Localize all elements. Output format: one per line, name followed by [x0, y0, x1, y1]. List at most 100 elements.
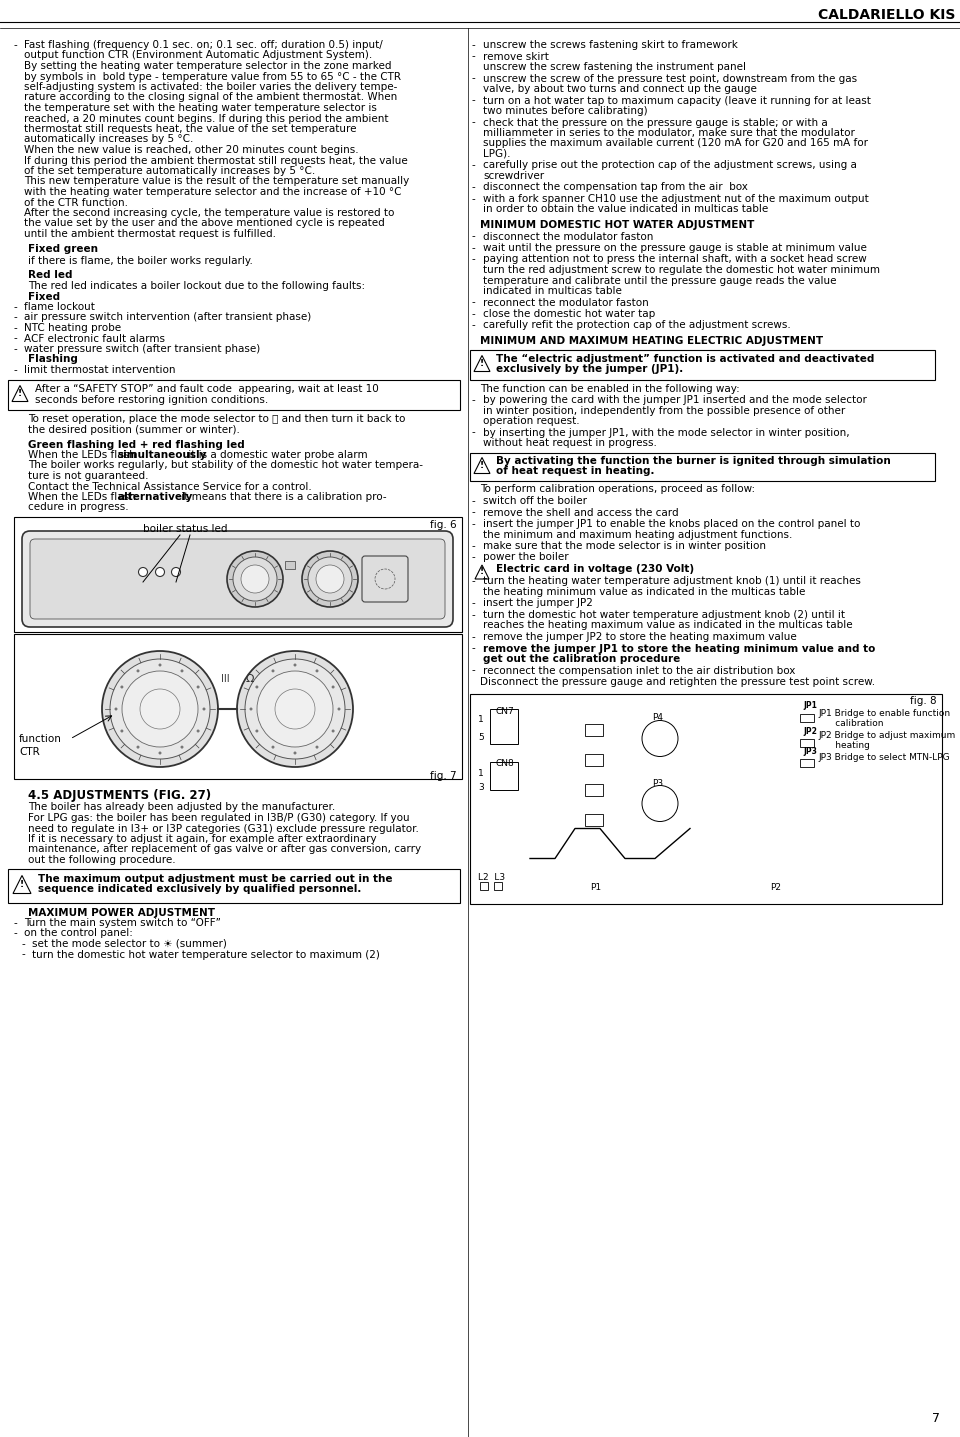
Text: remove the shell and access the card: remove the shell and access the card: [483, 507, 679, 517]
Text: rature according to the closing signal of the ambient thermostat. When: rature according to the closing signal o…: [24, 92, 397, 102]
Text: If it is necessary to adjust it again, for example after extraordinary: If it is necessary to adjust it again, f…: [28, 833, 376, 844]
Text: !: !: [480, 359, 484, 368]
Text: -: -: [471, 552, 475, 562]
Text: Disconnect the pressure gauge and retighten the pressure test point screw.: Disconnect the pressure gauge and retigh…: [480, 677, 876, 687]
Text: ture is not guaranteed.: ture is not guaranteed.: [28, 471, 149, 481]
Text: with a fork spanner CH10 use the adjustment nut of the maximum output: with a fork spanner CH10 use the adjustm…: [483, 194, 869, 204]
Text: until the ambient thermostat request is fulfilled.: until the ambient thermostat request is …: [24, 228, 276, 239]
Text: function: function: [19, 734, 61, 744]
Circle shape: [172, 568, 180, 576]
Text: out the following procedure.: out the following procedure.: [28, 855, 176, 865]
Text: The red led indicates a boiler lockout due to the following faults:: The red led indicates a boiler lockout d…: [28, 282, 365, 292]
Text: -: -: [471, 297, 475, 308]
Text: -: -: [471, 665, 475, 675]
Text: -: -: [471, 52, 475, 62]
Text: the heating minimum value as indicated in the multicas table: the heating minimum value as indicated i…: [483, 586, 805, 596]
Text: -: -: [14, 333, 17, 343]
Text: carefully prise out the protection cap of the adjustment screws, using a: carefully prise out the protection cap o…: [483, 161, 857, 171]
Text: temperature and calibrate until the pressure gauge reads the value: temperature and calibrate until the pres…: [483, 276, 836, 286]
Text: turn on a hot water tap to maximum capacity (leave it running for at least: turn on a hot water tap to maximum capac…: [483, 95, 871, 105]
Text: simultaneously: simultaneously: [118, 450, 207, 460]
Text: the desired position (summer or winter).: the desired position (summer or winter).: [28, 425, 240, 435]
Text: remove the jumper JP1 to store the heating minimum value and to: remove the jumper JP1 to store the heati…: [483, 644, 876, 654]
Text: By setting the heating water temperature selector in the zone marked: By setting the heating water temperature…: [24, 60, 392, 70]
Text: boiler status led: boiler status led: [143, 525, 228, 535]
Text: turn the heating water temperature adjustment knob (1) until it reaches: turn the heating water temperature adjus…: [483, 576, 861, 586]
Text: Turn the main system switch to “OFF”: Turn the main system switch to “OFF”: [24, 918, 221, 928]
Text: cedure in progress.: cedure in progress.: [28, 503, 129, 513]
Text: of the CTR function.: of the CTR function.: [24, 197, 128, 207]
Text: fig. 7: fig. 7: [430, 772, 457, 780]
Text: need to regulate in I3+ or I3P categories (G31) exclude pressure regulator.: need to regulate in I3+ or I3P categorie…: [28, 823, 419, 833]
Text: switch off the boiler: switch off the boiler: [483, 496, 587, 506]
Text: insert the jumper JP2: insert the jumper JP2: [483, 598, 593, 608]
Text: -: -: [471, 395, 475, 405]
Circle shape: [272, 746, 275, 749]
Text: The function can be enabled in the following way:: The function can be enabled in the follo…: [480, 384, 740, 394]
Text: For LPG gas: the boiler has been regulated in I3B/P (G30) category. If you: For LPG gas: the boiler has been regulat…: [28, 813, 410, 823]
Circle shape: [110, 660, 210, 759]
Text: -: -: [14, 365, 17, 375]
Text: seconds before restoring ignition conditions.: seconds before restoring ignition condit…: [35, 395, 268, 405]
FancyBboxPatch shape: [22, 532, 453, 627]
Text: !: !: [18, 389, 22, 398]
Text: -: -: [471, 644, 475, 654]
Text: reached, a 20 minutes count begins. If during this period the ambient: reached, a 20 minutes count begins. If d…: [24, 114, 389, 124]
Circle shape: [156, 568, 164, 576]
Circle shape: [308, 558, 352, 601]
Text: P4: P4: [652, 714, 663, 723]
Text: JP1 Bridge to enable function: JP1 Bridge to enable function: [818, 708, 950, 717]
Circle shape: [338, 707, 341, 710]
Text: it means that there is a calibration pro-: it means that there is a calibration pro…: [178, 491, 387, 502]
Text: with the heating water temperature selector and the increase of +10 °C: with the heating water temperature selec…: [24, 187, 401, 197]
Text: 5: 5: [478, 733, 484, 743]
Circle shape: [275, 688, 315, 729]
Text: the temperature set with the heating water temperature selector is: the temperature set with the heating wat…: [24, 103, 377, 114]
Text: The maximum output adjustment must be carried out in the: The maximum output adjustment must be ca…: [38, 874, 393, 884]
Text: JP1: JP1: [803, 701, 817, 710]
Text: MINIMUM AND MAXIMUM HEATING ELECTRIC ADJUSTMENT: MINIMUM AND MAXIMUM HEATING ELECTRIC ADJ…: [480, 336, 823, 346]
Text: NTC heating probe: NTC heating probe: [24, 323, 121, 333]
Bar: [14, 634, 462, 779]
Text: without heat request in progress.: without heat request in progress.: [483, 438, 657, 448]
Text: supplies the maximum available current (120 mA for G20 and 165 mA for: supplies the maximum available current (…: [483, 138, 868, 148]
Text: !: !: [480, 461, 484, 470]
Circle shape: [272, 670, 275, 673]
FancyBboxPatch shape: [30, 539, 445, 619]
Text: reconnect the compensation inlet to the air distribution box: reconnect the compensation inlet to the …: [483, 665, 796, 675]
Text: Green flashing led + red flashing led: Green flashing led + red flashing led: [28, 440, 245, 450]
Text: of the set temperature automatically increases by 5 °C.: of the set temperature automatically inc…: [24, 167, 315, 175]
Circle shape: [197, 685, 200, 688]
Text: unscrew the screws fastening skirt to framework: unscrew the screws fastening skirt to fr…: [483, 40, 738, 50]
Circle shape: [331, 685, 335, 688]
Text: remove the jumper JP2 to store the heating maximum value: remove the jumper JP2 to store the heati…: [483, 632, 797, 642]
Bar: [585, 723, 603, 736]
Circle shape: [180, 670, 183, 673]
Text: L2  L3: L2 L3: [478, 874, 505, 882]
Text: heating: heating: [818, 741, 870, 750]
Text: CTR: CTR: [19, 747, 39, 757]
Bar: [470, 694, 942, 904]
Text: -: -: [22, 938, 26, 948]
Text: sequence indicated exclusively by qualified personnel.: sequence indicated exclusively by qualif…: [38, 884, 361, 894]
Text: -: -: [14, 928, 17, 938]
Text: 4.5 ADJUSTMENTS (FIG. 27): 4.5 ADJUSTMENTS (FIG. 27): [28, 789, 211, 802]
Text: III: III: [221, 674, 229, 684]
Text: flame lockout: flame lockout: [24, 302, 95, 312]
Text: by symbols in  bold type - temperature value from 55 to 65 °C - the CTR: by symbols in bold type - temperature va…: [24, 72, 401, 82]
Text: -: -: [471, 540, 475, 550]
Bar: [585, 783, 603, 796]
Text: remove skirt: remove skirt: [483, 52, 549, 62]
Text: Fast flashing (frequency 0.1 sec. on; 0.1 sec. off; duration 0.5) input/: Fast flashing (frequency 0.1 sec. on; 0.…: [24, 40, 383, 50]
Text: insert the jumper JP1 to enable the knobs placed on the control panel to: insert the jumper JP1 to enable the knob…: [483, 519, 860, 529]
Text: -: -: [471, 609, 475, 619]
Bar: [494, 881, 502, 890]
Circle shape: [294, 752, 297, 754]
Text: JP3 Bridge to select MTN-LPG: JP3 Bridge to select MTN-LPG: [818, 753, 949, 763]
Text: -: -: [471, 95, 475, 105]
Text: -: -: [471, 231, 475, 241]
Text: -: -: [471, 161, 475, 171]
Circle shape: [136, 746, 139, 749]
Text: make sure that the mode selector is in winter position: make sure that the mode selector is in w…: [483, 540, 766, 550]
Text: calibration: calibration: [818, 718, 883, 727]
